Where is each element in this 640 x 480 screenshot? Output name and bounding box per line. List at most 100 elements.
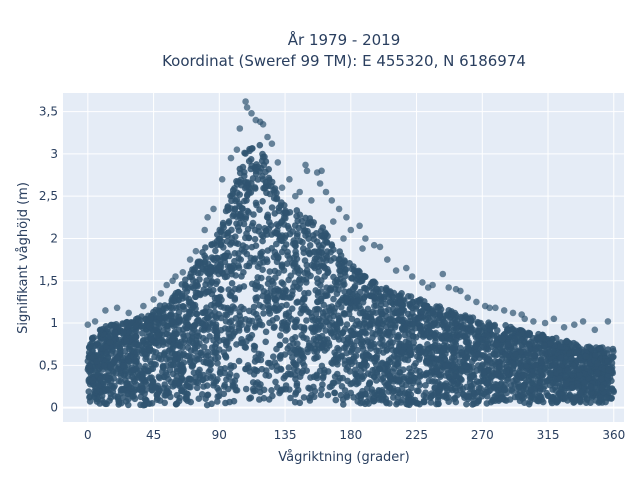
scatter-point: [277, 219, 285, 227]
scatter-point: [598, 384, 606, 392]
scatter-point: [173, 400, 181, 407]
scatter-point: [597, 394, 604, 402]
scatter-point: [341, 269, 349, 276]
scatter-point: [408, 273, 416, 280]
scatter-point: [203, 359, 210, 367]
scatter-point: [334, 333, 341, 341]
scatter-point: [343, 214, 350, 221]
scatter-point: [224, 204, 231, 211]
scatter-point: [591, 326, 599, 334]
scatter-point: [125, 401, 132, 409]
scatter-point: [216, 226, 223, 234]
scatter-point: [408, 399, 415, 406]
scatter-point: [178, 290, 186, 298]
scatter-point: [530, 318, 537, 325]
scatter-point: [445, 284, 453, 291]
scatter-point: [472, 342, 480, 350]
scatter-point: [100, 399, 108, 406]
scatter-point: [144, 400, 152, 407]
scatter-point: [335, 312, 342, 320]
scatter-point: [259, 121, 267, 128]
scatter-point: [235, 262, 242, 269]
scatter-point: [427, 399, 435, 406]
scatter-point: [483, 331, 491, 339]
scatter-point: [463, 383, 471, 391]
scatter-point: [251, 235, 259, 243]
scatter-point: [206, 333, 213, 340]
scatter-point: [529, 378, 536, 386]
scatter-point: [220, 304, 228, 312]
scatter-point: [525, 400, 533, 408]
scatter-point: [155, 354, 162, 362]
scatter-point: [518, 311, 525, 318]
scatter-point: [594, 359, 601, 367]
scatter-point: [255, 317, 263, 325]
scatter-point: [271, 296, 279, 304]
scatter-point: [249, 379, 257, 386]
scatter-point: [339, 329, 347, 336]
scatter-point: [187, 270, 195, 277]
scatter-point: [271, 210, 279, 217]
scatter-point: [316, 367, 324, 375]
scatter-point: [366, 282, 374, 290]
scatter-point: [442, 362, 450, 370]
scatter-point: [255, 350, 262, 358]
scatter-point: [331, 389, 338, 397]
scatter-point: [235, 357, 243, 365]
scatter-point: [214, 354, 222, 361]
scatter-point: [424, 324, 431, 331]
scatter-point: [172, 377, 180, 384]
scatter-point: [277, 235, 284, 242]
scatter-point: [169, 318, 177, 325]
scatter-point: [457, 344, 464, 352]
scatter-point: [310, 373, 318, 381]
scatter-point: [120, 328, 127, 336]
scatter-point: [372, 302, 380, 309]
scatter-point: [262, 178, 270, 186]
scatter-point: [436, 382, 444, 390]
scatter-point: [112, 329, 119, 337]
scatter-point: [215, 392, 223, 400]
scatter-point: [385, 328, 393, 336]
scatter-point: [403, 264, 410, 272]
scatter-point: [227, 306, 234, 314]
scatter-point: [138, 322, 146, 330]
scatter-point: [175, 341, 182, 349]
scatter-point: [280, 318, 288, 326]
scatter-point: [293, 207, 301, 214]
scatter-point: [115, 377, 123, 385]
scatter-point: [85, 344, 93, 351]
scatter-point: [266, 310, 274, 317]
scatter-point: [300, 334, 307, 341]
scatter-point: [160, 384, 167, 392]
scatter-point: [313, 260, 321, 268]
scatter-point: [362, 351, 370, 359]
scatter-point: [609, 345, 617, 353]
scatter-point: [314, 341, 322, 349]
scatter-point: [235, 286, 243, 293]
scatter-point: [285, 364, 293, 371]
scatter-point: [171, 350, 179, 358]
scatter-point: [415, 378, 422, 386]
scatter-point: [167, 393, 174, 401]
scatter-point: [233, 196, 241, 203]
scatter-point: [547, 382, 554, 389]
scatter-point: [563, 338, 571, 346]
scatter-point: [84, 357, 92, 365]
scatter-point: [214, 384, 221, 392]
scatter-point: [393, 361, 400, 368]
scatter-point: [165, 375, 172, 383]
scatter-point: [270, 304, 278, 312]
scatter-point: [259, 303, 267, 311]
scatter-point: [605, 366, 612, 374]
scatter-point: [138, 388, 146, 396]
scatter-point: [221, 383, 228, 390]
scatter-point: [425, 377, 433, 385]
scatter-point: [396, 369, 403, 376]
scatter-point: [336, 267, 343, 275]
scatter-point: [440, 393, 447, 400]
scatter-point: [457, 386, 464, 394]
scatter-point: [285, 276, 292, 284]
scatter-point: [299, 239, 306, 246]
scatter-point: [423, 354, 431, 362]
